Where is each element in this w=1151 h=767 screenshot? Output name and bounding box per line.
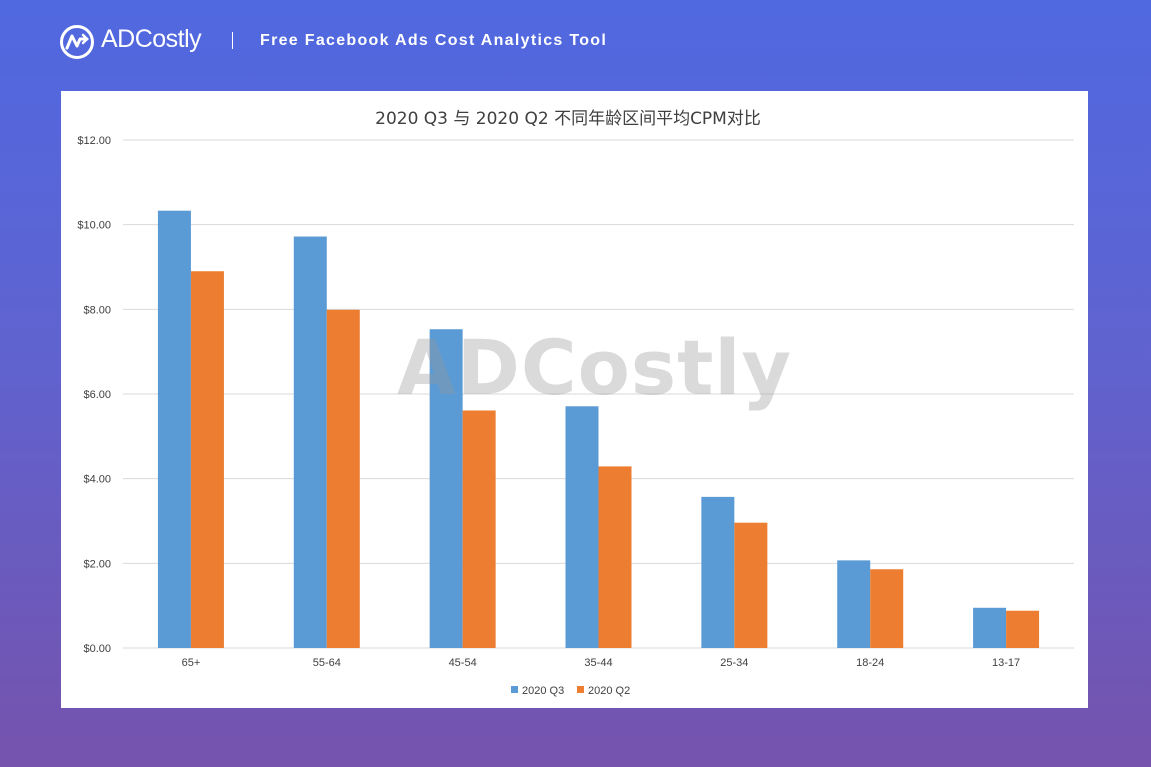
y-tick-label: $0.00 bbox=[83, 643, 111, 655]
bar-q3-45-54 bbox=[429, 329, 463, 648]
y-tick-label: $12.00 bbox=[77, 135, 111, 147]
brand-name: ADCostly bbox=[101, 25, 202, 53]
bar-q2-25-34 bbox=[734, 522, 768, 648]
y-tick-label: $10.00 bbox=[77, 220, 111, 232]
bar-q2-65plus bbox=[190, 271, 224, 648]
legend-label: 2020 Q3 bbox=[522, 685, 564, 697]
adcostly-logo-icon bbox=[60, 25, 94, 59]
x-tick-label: 65+ bbox=[182, 657, 201, 669]
bar-q2-55-64 bbox=[326, 309, 360, 648]
x-tick-label: 45-54 bbox=[449, 657, 477, 669]
legend-swatch-q2 bbox=[577, 686, 584, 693]
y-tick-label: $8.00 bbox=[83, 304, 111, 316]
header-divider bbox=[232, 32, 233, 49]
x-tick-label: 18-24 bbox=[856, 657, 884, 669]
bar-q3-35-44 bbox=[565, 406, 599, 648]
bar-q3-18-24 bbox=[837, 560, 871, 648]
x-tick-label: 25-34 bbox=[720, 657, 748, 669]
bar-q2-13-17 bbox=[1006, 610, 1040, 648]
header-tagline: Free Facebook Ads Cost Analytics Tool bbox=[260, 32, 608, 49]
legend-swatch-q3 bbox=[511, 686, 518, 693]
bar-q3-25-34 bbox=[701, 496, 735, 648]
legend-label: 2020 Q2 bbox=[588, 685, 630, 697]
bar-q2-18-24 bbox=[870, 569, 904, 648]
bar-q3-55-64 bbox=[293, 236, 327, 648]
header: ADCostly Free Facebook Ads Cost Analytic… bbox=[0, 0, 1151, 82]
y-tick-label: $2.00 bbox=[83, 558, 111, 570]
chart-panel: 2020 Q3 与 2020 Q2 不同年龄区间平均CPM对比 $0.00 $2.0… bbox=[61, 91, 1088, 708]
bar-chart: 2020 Q3 与 2020 Q2 不同年龄区间平均CPM对比 $0.00 $2.0… bbox=[77, 109, 1074, 697]
y-tick-label: $6.00 bbox=[83, 389, 111, 401]
x-tick-label: 35-44 bbox=[584, 657, 612, 669]
bar-q2-45-54 bbox=[462, 410, 496, 648]
x-tick-label: 55-64 bbox=[313, 657, 341, 669]
y-tick-label: $4.00 bbox=[83, 474, 111, 486]
bar-q2-35-44 bbox=[598, 466, 632, 648]
bar-q3-13-17 bbox=[973, 607, 1007, 648]
x-tick-label: 13-17 bbox=[992, 657, 1020, 669]
chart-title: 2020 Q3 与 2020 Q2 不同年龄区间平均CPM对比 bbox=[375, 109, 761, 129]
bar-q3-65plus bbox=[157, 210, 191, 648]
